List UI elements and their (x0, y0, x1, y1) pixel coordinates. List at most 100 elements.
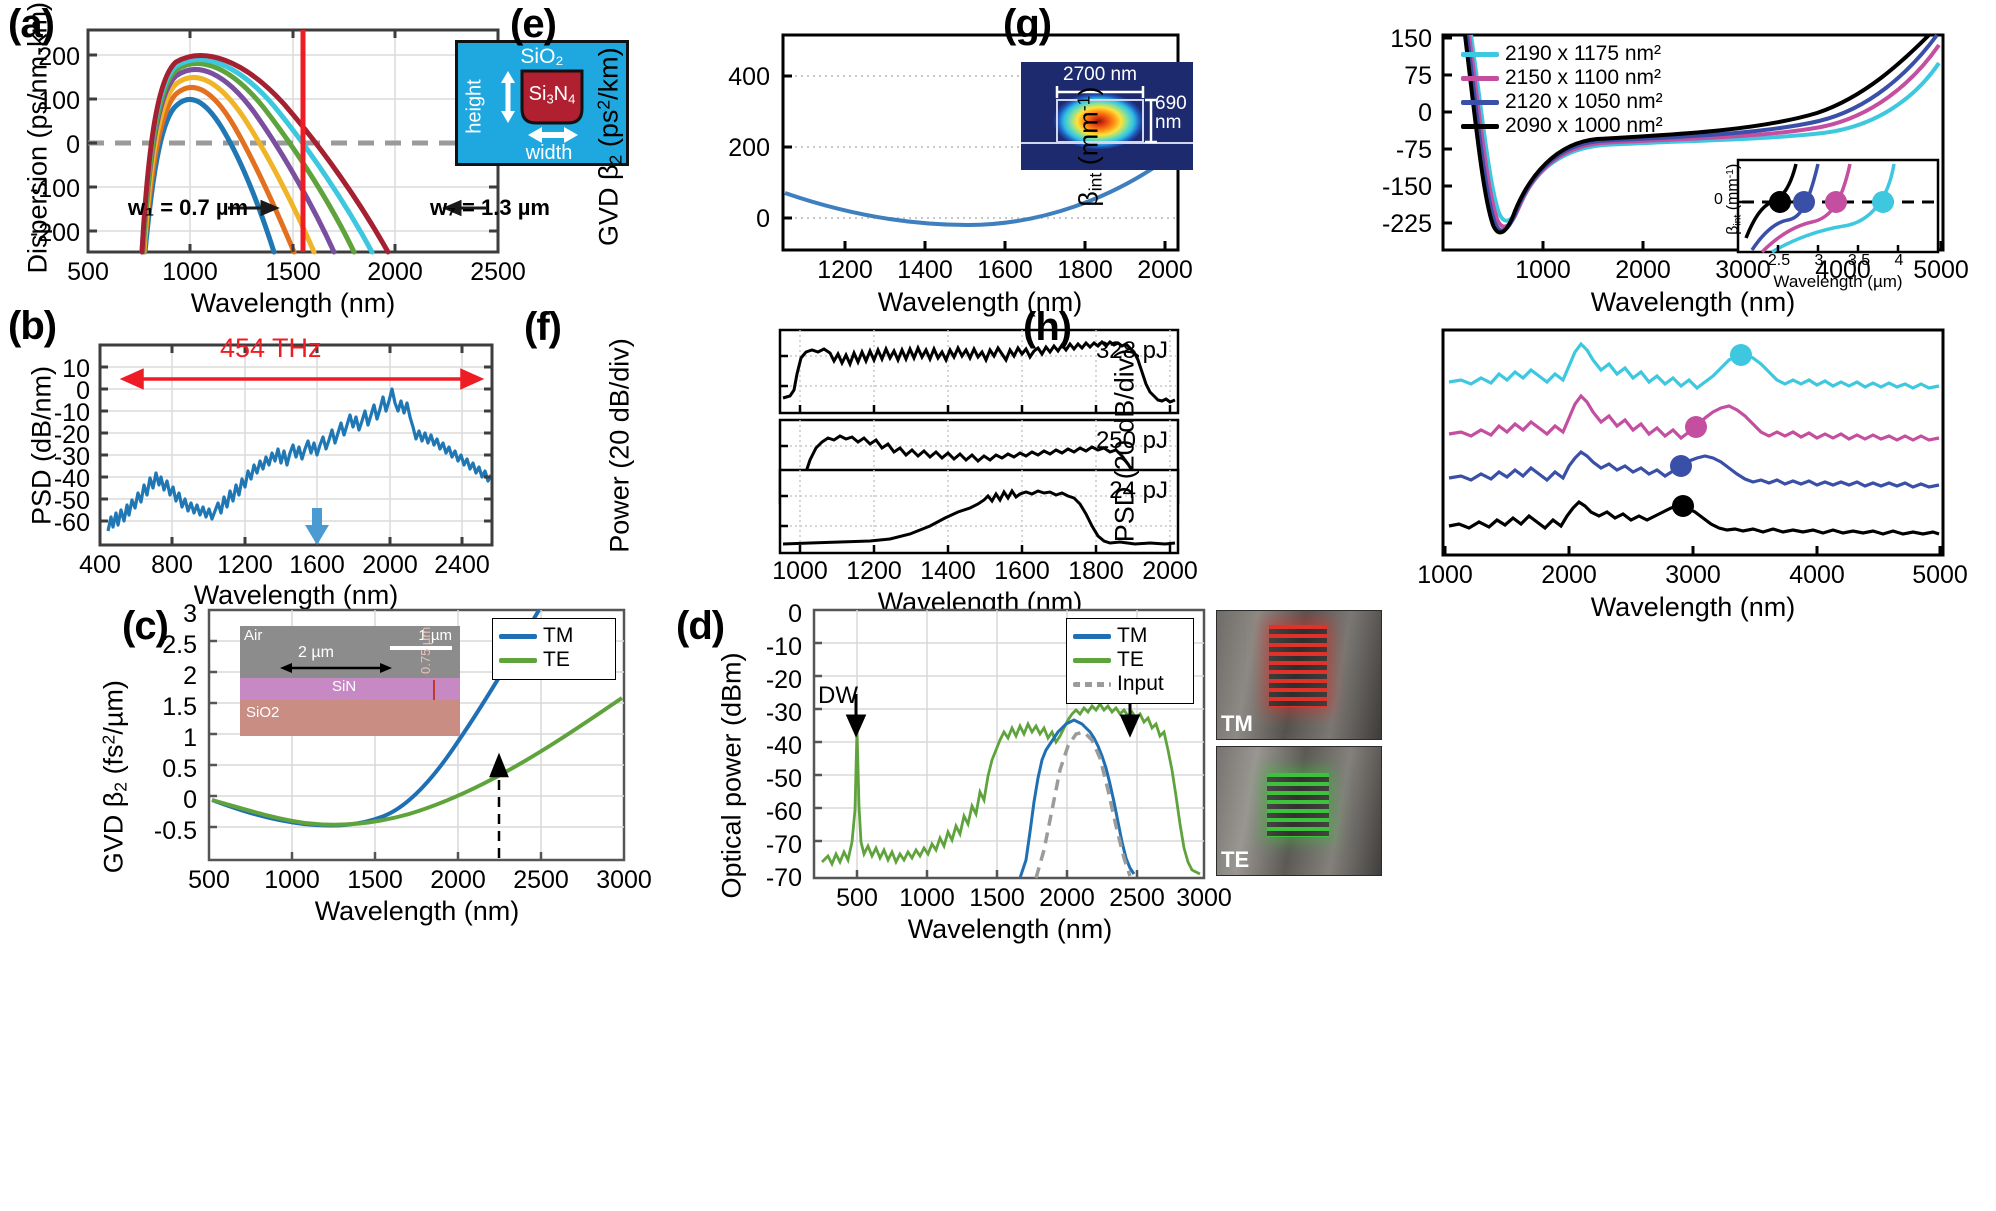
panel-g-xtick-1: 2000 (1615, 256, 1671, 284)
panel-c-ytick-2: 2 (183, 662, 197, 690)
panel-e-xtick-2: 1600 (977, 256, 1033, 284)
panel-d-xtick-5: 3000 (1176, 884, 1232, 912)
panel-h-xtick-2: 3000 (1665, 561, 1721, 589)
panel-d-legend-label-1: TE (1117, 648, 1144, 671)
panel-h-xtick-3: 4000 (1789, 561, 1845, 589)
panel-b-xlabel: Wavelength (nm) (193, 580, 399, 610)
panel-g-ylabel: βint (mm-1) (1073, 86, 1106, 207)
legend-swatch-2 (1461, 99, 1499, 105)
sem-sio2-label: SiO2 (246, 704, 280, 721)
panel-g-xtick-2: 3000 (1715, 256, 1771, 284)
panel-b-xtick-4: 2000 (362, 551, 418, 579)
panel-c-label: (c) (122, 604, 169, 648)
panel-g-inset-ylabel: βint (mm-1) (1724, 163, 1744, 235)
panel-d-ytick-1: -10 (765, 633, 802, 661)
panel-f-ylabel: Power (20 dB/div) (604, 338, 635, 553)
legend-item-3[interactable]: 2090 x 1000 nm² (1461, 114, 1690, 138)
legend-swatch-0 (1461, 51, 1499, 57)
panel-d-xtick-3: 2000 (1039, 884, 1095, 912)
panel-c-ytick-6: 0 (183, 786, 197, 814)
panel-h-label: (h) (1023, 305, 1072, 349)
panel-d-legend-label-0: TM (1117, 624, 1148, 647)
panel-g-inset-xtick-1: 3 (1814, 252, 1824, 269)
legend-item-1[interactable]: 2150 x 1100 nm² (1461, 66, 1690, 90)
panel-d-xlabel: Wavelength (nm) (907, 914, 1113, 944)
panel-h-xlabel: Wavelength (nm) (1590, 592, 1796, 622)
inset-a-inner-label: Si3N4 (528, 83, 576, 107)
panel-a-xtick-3: 2000 (367, 258, 423, 286)
legend-swatch-3 (1461, 123, 1499, 129)
panel-f-xtick-2: 1400 (920, 557, 976, 585)
panel-g-xlabel: Wavelength (nm) (1590, 287, 1796, 317)
panel-d-ytick-0: 0 (788, 600, 802, 628)
legend-item-2[interactable]: 2120 x 1050 nm² (1461, 90, 1690, 114)
panel-e-ytick-1: 200 (728, 134, 770, 162)
panel-b-ytick-4: -30 (53, 443, 90, 471)
panel-a-xtick-1: 1000 (162, 258, 218, 286)
panel-c-legend-item-1[interactable]: TE (499, 648, 609, 672)
panel-d-legend-item-0[interactable]: TM (1073, 624, 1187, 648)
panel-c-ytick-3: 1.5 (162, 693, 197, 721)
panel-a-ytick-0: 200 (38, 43, 80, 71)
panel-g-xtick-3: 4000 (1815, 256, 1871, 284)
sem-air-label: Air (244, 627, 263, 644)
panel-c-legend-label-0: TM (543, 624, 574, 647)
panel-c-ytick-1: 2.5 (162, 631, 197, 659)
panel-d-legend-item-1[interactable]: TE (1073, 648, 1187, 672)
photo-te-fiber (1267, 773, 1329, 837)
panel-g-ytick-0: 150 (1390, 25, 1432, 53)
panel-a-xlabel: Wavelength (nm) (190, 288, 396, 318)
panel-d-legend: TM TE Input (1066, 618, 1194, 704)
photo-tm-fiber (1269, 625, 1327, 707)
panel-g-inset-ytick-0: 0 (1714, 191, 1723, 208)
panel-g-ytick-3: -75 (1395, 136, 1432, 164)
panel-b-annotation: 454 THz (220, 333, 322, 363)
legend-item-0[interactable]: 2190 x 1175 nm² (1461, 42, 1690, 66)
sem-thickness-label: 0.75 µm (418, 626, 433, 674)
panel-b-xtick-3: 1600 (289, 551, 345, 579)
panel-g-inset-xlabel: Wavelength (µm) (1773, 272, 1903, 291)
photo-te-label: TE (1221, 847, 1250, 872)
panel-b-xtick-2: 1200 (217, 551, 273, 579)
panel-b-ytick-2: -10 (53, 399, 90, 427)
panel-a-ytick-1: 100 (38, 87, 80, 115)
panel-c-xtick-2: 1500 (347, 866, 403, 894)
panel-b-xtick-0: 400 (79, 551, 121, 579)
panel-a-xtick-2: 1500 (265, 258, 321, 286)
panel-d-xtick-1: 1000 (899, 884, 955, 912)
panel-d-ytick-8: -70 (765, 864, 802, 892)
panel-f-energy-3: 24 pJ (1109, 477, 1168, 504)
panel-g-inset-xtick-0: 2.5 (1767, 252, 1791, 269)
panel-e-xtick-3: 1800 (1057, 256, 1113, 284)
panel-f-xtick-1: 1200 (846, 557, 902, 585)
panel-c-ytick-7: -0.5 (153, 817, 197, 845)
inset-a-outer-label: SiO₂ (520, 45, 564, 68)
sem-sin-region (240, 678, 460, 700)
panel-a-xtick-0: 500 (67, 258, 109, 286)
panel-a-ytick-2: 0 (66, 131, 80, 159)
panel-b-ytick-1: 0 (76, 377, 90, 405)
panel-g-inset: βint (mm-1) 0 2.5 3 3.5 4 Wavelength (µm… (1714, 158, 1940, 291)
panel-e-xlabel: Wavelength (nm) (877, 287, 1083, 317)
panel-c-legend-swatch-0 (499, 633, 537, 639)
panel-g-ytick-5: -225 (1381, 210, 1432, 238)
panel-g-legend: 2190 x 1175 nm² 2150 x 1100 nm² 2120 x 1… (1455, 40, 1690, 148)
panel-a-ann-left: w₁ = 0.7 µm (127, 195, 249, 220)
panel-d-legend-item-2[interactable]: Input (1073, 672, 1187, 696)
panel-b-xtick-1: 800 (151, 551, 193, 579)
panel-e-ylabel: GVD β2 (ps2/km) (593, 47, 626, 246)
inset-a-width-label: width (525, 142, 573, 164)
panel-h-svg (1441, 328, 1945, 557)
photo-tm-label: TM (1221, 711, 1253, 736)
panel-c-legend-item-0[interactable]: TM (499, 624, 609, 648)
panel-d-ytick-6: -60 (765, 798, 802, 826)
sem-scale-label: 1 µm (418, 627, 452, 644)
panel-h-xtick-4: 5000 (1912, 561, 1968, 589)
panel-d-legend-label-2: Input (1117, 672, 1164, 695)
panel-c-xtick-1: 1000 (264, 866, 320, 894)
panel-b-plot (98, 343, 494, 547)
panel-b-ytick-5: -40 (53, 465, 90, 493)
panel-d-legend-swatch-0 (1073, 633, 1111, 639)
panel-c-xlabel: Wavelength (nm) (314, 896, 520, 926)
panel-a-ann-right: w₇ = 1.3 µm (430, 195, 550, 220)
